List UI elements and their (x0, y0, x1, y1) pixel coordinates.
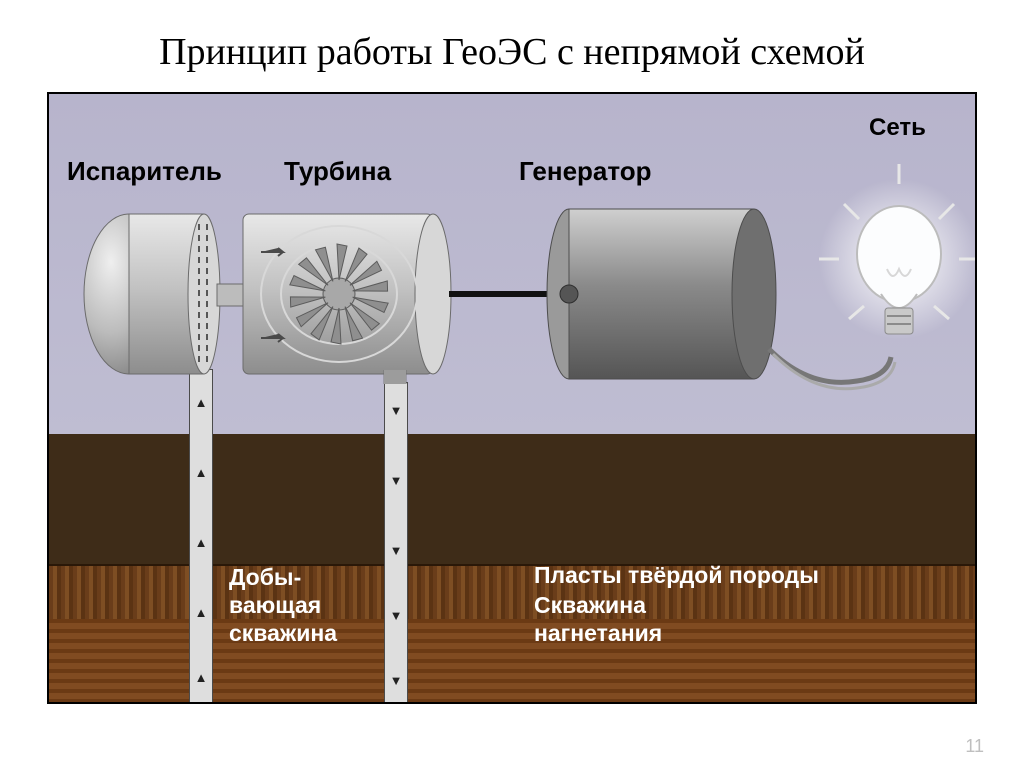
label-grid: Сеть (869, 114, 926, 142)
label-inj-2: нагнетания (534, 620, 662, 647)
label-inj-1: Скважина (534, 592, 646, 619)
diagram-frame: ▲ ▲ ▲ ▲ ▲ ▼ ▼ ▼ ▼ ▼ (47, 92, 977, 704)
label-prod-well-3: скважина (229, 620, 337, 647)
label-prod-well-2: вающая (229, 592, 321, 619)
label-evaporator: Испаритель (67, 156, 222, 187)
label-generator: Генератор (519, 156, 652, 187)
label-turbine: Турбина (284, 156, 391, 187)
label-prod-well-1: Добы- (229, 564, 301, 591)
page-title: Принцип работы ГеоЭС с непрямой схемой (0, 0, 1024, 92)
page-number: 11 (965, 736, 984, 757)
label-rock: Пласты твёрдой породы (534, 562, 819, 589)
